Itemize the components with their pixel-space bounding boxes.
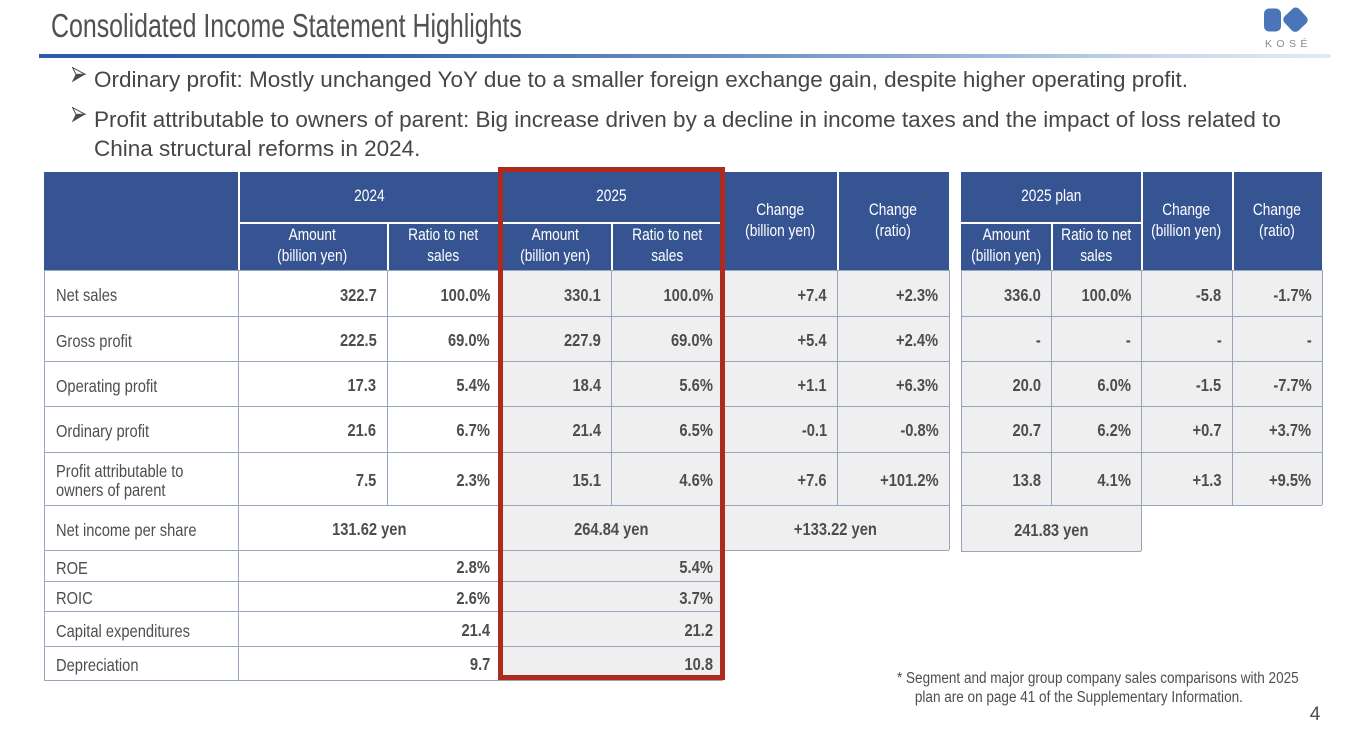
svg-text:KOSÉ: KOSÉ	[1265, 37, 1312, 50]
